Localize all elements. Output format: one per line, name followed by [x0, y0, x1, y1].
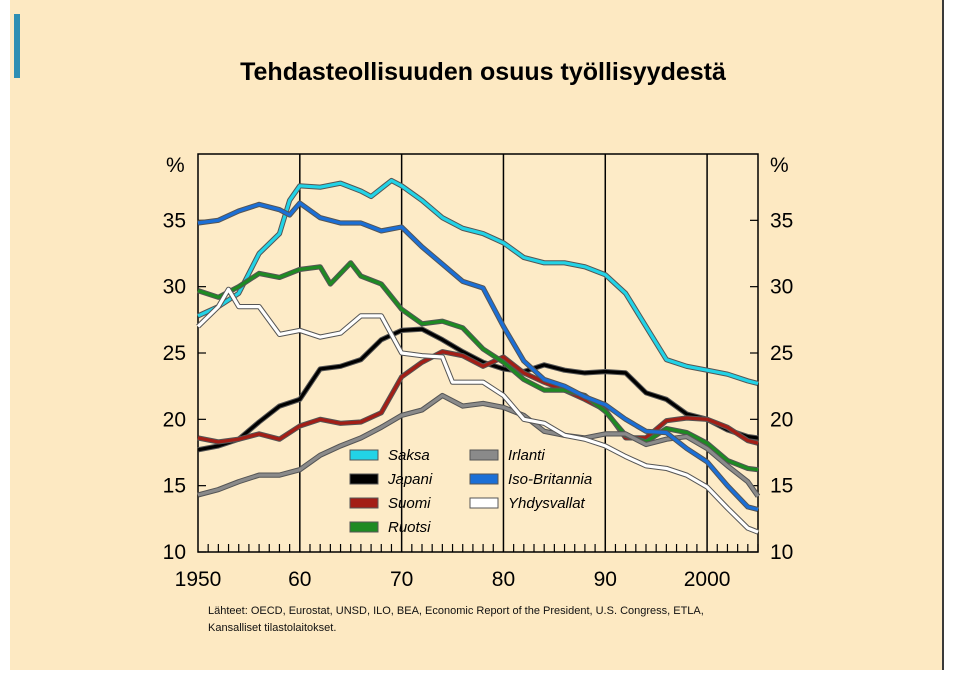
legend-swatch-suomi	[349, 497, 379, 509]
series-line-saksa	[197, 178, 759, 386]
sources-line-2: Kansalliset tilastolaitokset.	[208, 622, 337, 634]
series-lines	[196, 177, 761, 535]
x-tick-label: 70	[390, 568, 413, 591]
y-tick-label-left: 35	[163, 209, 186, 232]
legend-label-yhdysvallat: Yhdysvallat	[508, 495, 586, 512]
y-tick-label-left: 20	[163, 408, 186, 431]
legend-label-iso-britannia: Iso-Britannia	[508, 471, 592, 488]
legend-swatch-irlanti	[469, 449, 499, 461]
legend-swatch-yhdysvallat	[469, 497, 499, 509]
legend-label-irlanti: Irlanti	[508, 447, 545, 464]
legend-swatch-japani	[349, 473, 379, 485]
series-line-iso-britannia	[197, 201, 759, 512]
y-tick-label-left: 30	[163, 276, 186, 299]
sources-line-1: Lähteet: OECD, Eurostat, UNSD, ILO, BEA,…	[208, 605, 704, 617]
legend-swatch-iso-britannia	[469, 473, 499, 485]
chart-title: Tehdasteollisuuden osuus työllisyydestä	[240, 58, 726, 86]
series-line-yhdysvallat	[196, 287, 759, 534]
x-tick-label: 2000	[684, 568, 731, 591]
y-tick-label-left: 10	[163, 541, 186, 564]
legend-label-suomi: Suomi	[388, 495, 431, 512]
accent-bar	[14, 14, 20, 78]
legend: Saksa Japani Suomi Ruotsi Irlanti Iso-Britann…	[349, 447, 592, 536]
y-tick-label-right: 25	[770, 342, 793, 365]
line-chart: 1950 60 70 80 90 2000 10 10 15 15 20 20 25 25 30 30 35 35…	[163, 153, 794, 591]
y-unit-right: %	[770, 154, 789, 177]
legend-swatch-ruotsi	[349, 521, 379, 533]
axis-labels: % %	[166, 154, 789, 177]
axis-ticks: 1950 60 70 80 90 2000 10 10 15 15 20 20 25 25 30 30 35 35	[163, 209, 794, 591]
x-tick-label: 90	[594, 568, 617, 591]
y-tick-label-right: 30	[770, 276, 793, 299]
y-tick-label-right: 15	[770, 475, 793, 498]
x-tick-label: 60	[288, 568, 311, 591]
series-line-ruotsi	[197, 261, 759, 472]
series-line-suomi	[197, 350, 759, 445]
legend-label-japani: Japani	[387, 471, 433, 488]
x-tick-label: 1950	[175, 568, 222, 591]
y-tick-label-right: 35	[770, 209, 793, 232]
legend-swatch-saksa	[349, 449, 379, 461]
y-tick-label-left: 25	[163, 342, 186, 365]
sources-note: Lähteet: OECD, Eurostat, UNSD, ILO, BEA,…	[208, 603, 768, 637]
series-line-japani	[197, 327, 759, 452]
y-unit-left: %	[166, 154, 185, 177]
y-tick-label-right: 10	[770, 541, 793, 564]
y-tick-label-right: 20	[770, 408, 793, 431]
legend-label-saksa: Saksa	[388, 447, 430, 464]
slide-background: Tehdasteollisuuden osuus työllisyydestä …	[10, 0, 944, 670]
y-tick-label-left: 15	[163, 475, 186, 498]
legend-label-ruotsi: Ruotsi	[388, 519, 431, 536]
x-tick-label: 80	[492, 568, 515, 591]
